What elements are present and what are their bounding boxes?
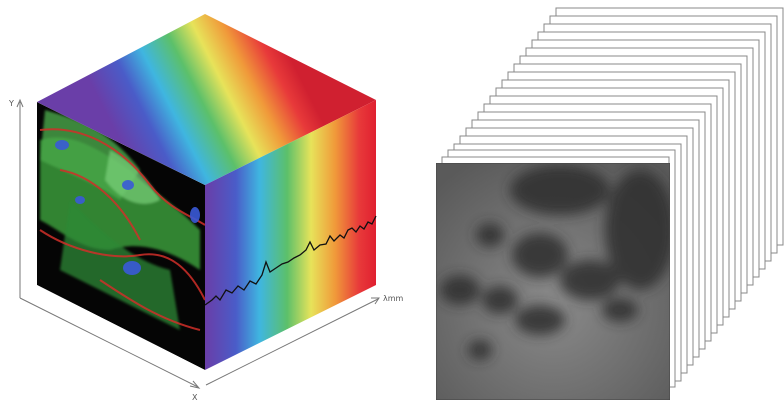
hyperspectral-diagram: Y X λmm (0, 0, 784, 402)
front-image (436, 163, 675, 400)
lambda-axis-label: λmm (383, 294, 404, 303)
x-axis-label: X (192, 393, 198, 402)
y-axis-label: Y (8, 99, 14, 108)
